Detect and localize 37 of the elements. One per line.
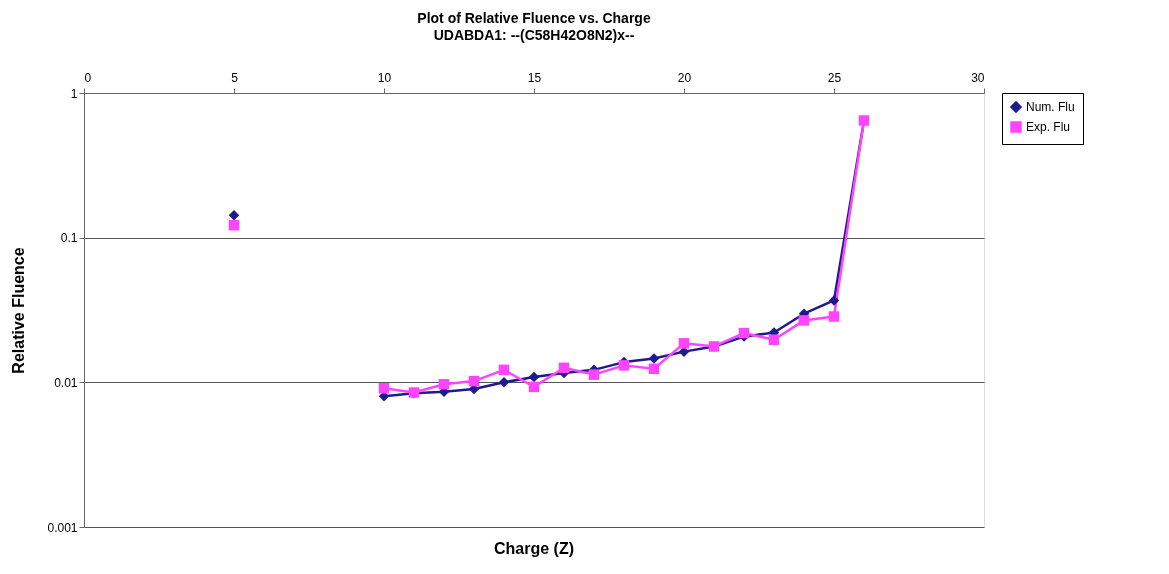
point [228, 219, 240, 231]
x-axis-title: Charge (Z) [494, 540, 574, 557]
legend-label: Exp. Flu [1026, 120, 1071, 134]
point [648, 363, 660, 375]
y-tick-label: 0.01 [54, 375, 78, 390]
point [738, 327, 750, 339]
point [498, 364, 510, 376]
x-tick-label: 10 [377, 70, 392, 85]
point [228, 209, 240, 221]
chart-subtitle: UDABDA1: --(C58H42O8N2)x-- [433, 27, 635, 43]
point [558, 362, 570, 374]
x-tick-label: 15 [527, 70, 542, 85]
x-tick-label: 0 [84, 70, 92, 85]
point [678, 338, 690, 349]
y-tick-label: 1 [70, 86, 78, 101]
point [828, 295, 840, 306]
legend-label: Num. Flu [1026, 100, 1075, 114]
chart-title: Plot of Relative Fluence vs. Charge [417, 10, 651, 26]
y-tick-label: 0.1 [60, 231, 78, 246]
point [528, 371, 540, 383]
point [798, 315, 810, 326]
x-tick-label: 30 [971, 70, 985, 85]
point [438, 379, 450, 390]
point [378, 383, 390, 394]
point [618, 360, 630, 371]
point [528, 381, 540, 393]
point [768, 334, 780, 345]
y-tick-label: 0.001 [47, 520, 78, 535]
point [828, 311, 840, 322]
point [588, 369, 600, 380]
point [648, 353, 660, 364]
x-tick-label: 20 [677, 70, 692, 85]
point [468, 375, 480, 387]
x-tick-label: 25 [827, 70, 842, 85]
point [498, 377, 510, 388]
y-axis-title: Relative Fluence [10, 247, 28, 374]
x-tick-label: 5 [231, 70, 239, 85]
